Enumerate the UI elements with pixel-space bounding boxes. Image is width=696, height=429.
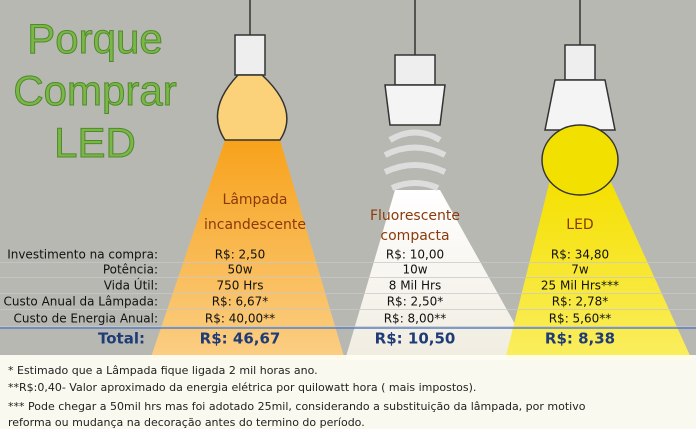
title-line: Comprar (13, 67, 176, 114)
title: Porque Comprar LED (13, 15, 177, 167)
footnote: * Estimado que a Lâmpada fique ligada 2 … (8, 364, 318, 377)
cell-value: R$: 46,67 (200, 330, 281, 348)
row-label: Potência: (103, 263, 158, 277)
cell-value: R$: 5,60** (549, 312, 612, 326)
cell-value: R$: 10,50 (375, 330, 456, 348)
cell-value: R$: 8,38 (545, 330, 615, 348)
lamp-label: Fluorescente (370, 208, 460, 224)
row-label: Custo de Energia Anual: (14, 312, 158, 326)
title-line: Porque (27, 15, 162, 62)
lamp-label: compacta (380, 228, 449, 244)
lamp-labels: Lâmpada incandescente Fluorescente compa… (204, 192, 594, 244)
cell-value: 10w (402, 263, 427, 277)
row-label: Investimento na compra: (7, 248, 158, 262)
cell-value: R$: 34,80 (551, 248, 609, 262)
cell-value: 50w (227, 263, 252, 277)
lamp-label: Lâmpada (223, 192, 288, 208)
title-line: LED (54, 119, 136, 166)
lamp-label: LED (566, 217, 593, 233)
footnote: *** Pode chegar a 50mil hrs mas foi adot… (8, 400, 586, 413)
light-cone (505, 180, 692, 360)
cell-value: R$: 10,00 (386, 248, 444, 262)
row-label: Vida Útil: (104, 278, 158, 293)
light-cone (150, 140, 345, 360)
notes-panel (0, 355, 696, 429)
row-label: Total: (98, 330, 145, 348)
cell-value: R$: 2,50 (215, 248, 266, 262)
row-label: Custo Anual da Lâmpada: (3, 295, 158, 309)
cell-value: R$: 6,67* (212, 295, 269, 309)
cell-value: R$: 2,50* (387, 295, 444, 309)
footnote: **R$:0,40- Valor aproximado da energia e… (8, 381, 476, 394)
comparison-table: Investimento na compra: R$: 2,50 R$: 10,00… (0, 248, 696, 348)
cell-value: 8 Mil Hrs (389, 279, 442, 293)
lamp-label: incandescente (204, 217, 306, 233)
bulbs (216, 0, 619, 196)
cell-value: 7w (571, 263, 589, 277)
cell-value: 25 Mil Hrs*** (541, 279, 619, 293)
light-cone (345, 190, 535, 360)
cell-value: R$: 8,00** (384, 312, 447, 326)
footnote: reforma ou mudança na decoração antes do… (8, 416, 365, 429)
footnotes: * Estimado que a Lâmpada fique ligada 2 … (8, 364, 586, 429)
cell-value: R$: 40,00** (205, 312, 275, 326)
cell-value: 750 Hrs (217, 279, 264, 293)
cell-value: R$: 2,78* (552, 295, 609, 309)
